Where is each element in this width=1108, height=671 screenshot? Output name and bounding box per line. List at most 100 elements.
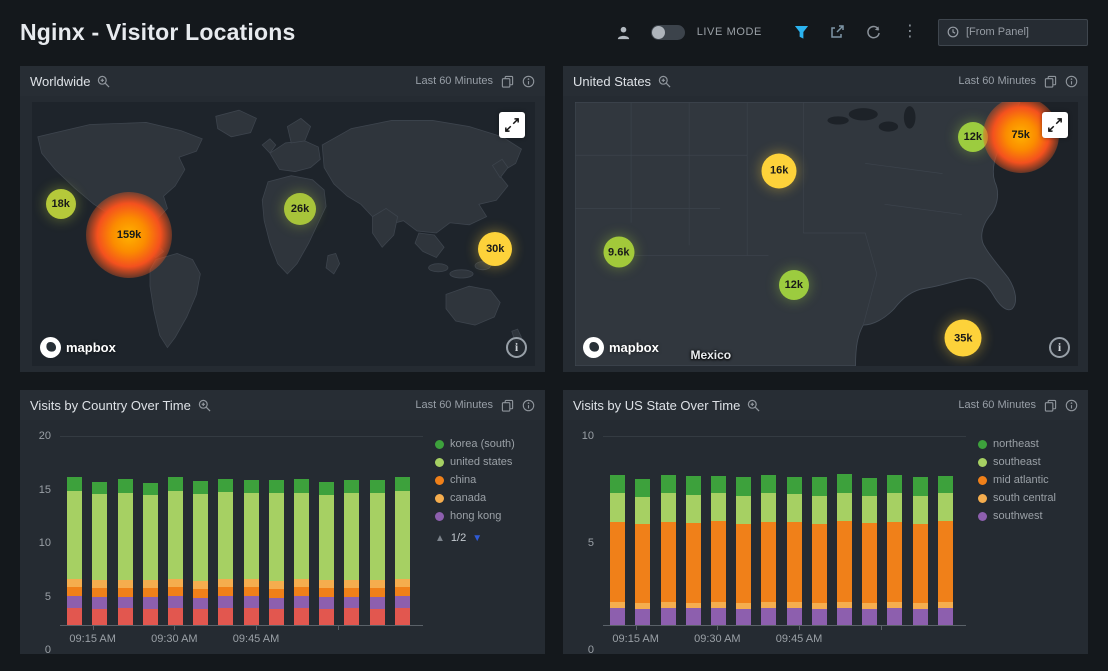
map-bubble[interactable]: 35k (944, 319, 982, 357)
us-map[interactable]: 12k 75k 16k 9.6k 12k 35k Mexico mapbox i (575, 102, 1078, 366)
bar-segment[interactable] (243, 480, 259, 494)
bar-segment[interactable] (243, 493, 259, 579)
bar-segment[interactable] (660, 521, 676, 603)
bar-segment[interactable] (937, 602, 953, 609)
legend-item[interactable]: mid atlantic (978, 474, 1078, 486)
legend-page-down-icon[interactable]: ▼ (472, 532, 483, 544)
bar-segment[interactable] (218, 479, 234, 492)
bar-segment[interactable] (319, 588, 335, 597)
chart-plot[interactable] (60, 436, 423, 626)
bar-segment[interactable] (167, 490, 183, 579)
bar-segment[interactable] (243, 595, 259, 609)
legend-item[interactable]: hong kong (435, 510, 535, 522)
stacked-bar[interactable] (193, 437, 209, 625)
bar-segment[interactable] (218, 608, 234, 625)
map-bubble[interactable]: 26k (284, 193, 317, 226)
bar-segment[interactable] (268, 597, 284, 610)
bar-segment[interactable] (92, 588, 108, 597)
bar-segment[interactable] (369, 480, 385, 494)
bar-segment[interactable] (319, 482, 335, 496)
bar-segment[interactable] (660, 608, 676, 625)
bar-segment[interactable] (837, 473, 853, 493)
bar-segment[interactable] (862, 523, 878, 604)
bar-segment[interactable] (710, 493, 726, 521)
bar-segment[interactable] (369, 493, 385, 580)
bar-segment[interactable] (193, 580, 209, 590)
bar-segment[interactable] (92, 609, 108, 625)
bar-segment[interactable] (67, 608, 83, 625)
bar-segment[interactable] (394, 477, 410, 491)
bar-segment[interactable] (394, 608, 410, 625)
fullscreen-button[interactable] (1042, 112, 1068, 138)
bar-segment[interactable] (243, 587, 259, 596)
bar-segment[interactable] (887, 521, 903, 603)
bar-segment[interactable] (268, 609, 284, 625)
stacked-bar[interactable] (937, 437, 953, 625)
time-range-input[interactable]: [From Panel] (938, 18, 1088, 46)
bar-segment[interactable] (394, 595, 410, 609)
mapbox-logo[interactable]: mapbox (40, 337, 116, 358)
bar-segment[interactable] (887, 608, 903, 625)
bar-segment[interactable] (837, 520, 853, 603)
bar-segment[interactable] (912, 477, 928, 497)
bar-segment[interactable] (887, 493, 903, 522)
bar-segment[interactable] (142, 579, 158, 589)
stacked-bar[interactable] (685, 437, 701, 625)
legend-item[interactable]: south central (978, 492, 1078, 504)
bar-segment[interactable] (912, 609, 928, 625)
bar-segment[interactable] (937, 520, 953, 603)
stacked-bar[interactable] (660, 437, 676, 625)
bar-segment[interactable] (167, 608, 183, 625)
stacked-bar[interactable] (117, 437, 133, 625)
bar-segment[interactable] (117, 479, 133, 493)
bar-segment[interactable] (193, 494, 209, 581)
bar-segment[interactable] (344, 596, 360, 609)
stacked-bar[interactable] (92, 437, 108, 625)
bar-segment[interactable] (268, 492, 284, 581)
bar-segment[interactable] (193, 589, 209, 598)
bar-segment[interactable] (685, 522, 701, 603)
bar-segment[interactable] (660, 474, 676, 494)
bar-segment[interactable] (142, 495, 158, 580)
bar-segment[interactable] (344, 480, 360, 493)
bar-segment[interactable] (610, 608, 626, 625)
map-bubble[interactable]: 159k (86, 192, 173, 279)
bar-segment[interactable] (67, 578, 83, 588)
stacked-bar[interactable] (786, 437, 802, 625)
legend-page-up-icon[interactable]: ▲ (435, 532, 445, 544)
share-icon[interactable] (828, 23, 846, 41)
bar-segment[interactable] (319, 495, 335, 580)
bar-segment[interactable] (862, 495, 878, 524)
bar-segment[interactable] (67, 490, 83, 579)
bar-segment[interactable] (218, 587, 234, 596)
bar-segment[interactable] (660, 602, 676, 609)
bar-segment[interactable] (736, 608, 752, 625)
stacked-bar[interactable] (218, 437, 234, 625)
bar-segment[interactable] (761, 493, 777, 522)
map-bubble[interactable]: 30k (478, 232, 513, 267)
bar-segment[interactable] (887, 474, 903, 494)
bar-segment[interactable] (736, 477, 752, 497)
bar-segment[interactable] (268, 580, 284, 590)
bar-segment[interactable] (394, 490, 410, 579)
stacked-bar[interactable] (635, 437, 651, 625)
bar-segment[interactable] (837, 602, 853, 609)
legend-item[interactable]: korea (south) (435, 438, 535, 450)
bar-segment[interactable] (635, 609, 651, 625)
bar-segment[interactable] (811, 603, 827, 610)
bar-segment[interactable] (635, 479, 651, 498)
bar-segment[interactable] (294, 578, 310, 588)
bar-segment[interactable] (937, 475, 953, 494)
user-icon[interactable] (615, 23, 633, 41)
bar-segment[interactable] (786, 494, 802, 522)
bar-segment[interactable] (369, 588, 385, 597)
bar-segment[interactable] (294, 479, 310, 493)
stacked-bar[interactable] (268, 437, 284, 625)
stacked-bar[interactable] (887, 437, 903, 625)
bar-segment[interactable] (610, 602, 626, 609)
bar-segment[interactable] (786, 608, 802, 625)
bar-segment[interactable] (610, 521, 626, 603)
stacked-bar[interactable] (736, 437, 752, 625)
chart-plot[interactable] (603, 436, 966, 626)
bar-segment[interactable] (635, 524, 651, 604)
